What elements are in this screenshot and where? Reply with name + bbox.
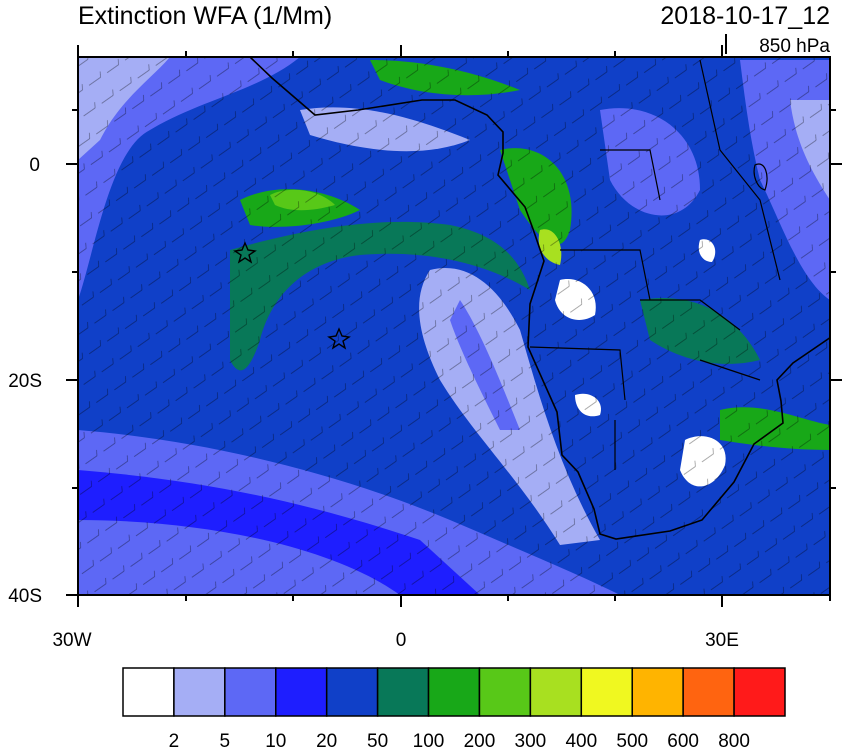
title: Extinction WFA (1/Mm) [78, 2, 332, 30]
datetime: 2018-10-17_12 [660, 2, 830, 30]
colorbar-label: 100 [413, 731, 445, 750]
map-frame [77, 56, 831, 596]
y-tick-label: 20S [8, 371, 42, 392]
colorbar-box [478, 667, 532, 717]
colorbar-label: 2 [169, 731, 180, 750]
colorbar-label: 300 [515, 731, 547, 750]
colorbar-box [275, 667, 328, 717]
colorbar-label: 5 [220, 731, 231, 750]
colorbar-box [173, 667, 226, 717]
colorbar-box [580, 667, 633, 717]
colorbar-box [733, 667, 786, 717]
colorbar-box [224, 667, 277, 717]
colorbar-box [682, 667, 735, 717]
colorbar-label: 400 [565, 731, 597, 750]
colorbar-label: 10 [265, 731, 286, 750]
y-tick-label: 0 [29, 155, 40, 176]
x-tick-label: 30W [52, 630, 91, 651]
colorbar-box [122, 667, 175, 717]
colorbar-box [529, 667, 583, 717]
colorbar-label: 50 [367, 731, 388, 750]
map [78, 57, 830, 595]
colorbar-label: 20 [316, 731, 337, 750]
x-tick-label: 30E [705, 630, 739, 651]
colorbar-label: 200 [464, 731, 496, 750]
colorbar: 2 5 10 20 50 100 200 300 400 500 600 800 [122, 667, 786, 750]
level: 850 hPa [759, 36, 830, 57]
x-tick-label: 0 [396, 630, 407, 651]
colorbar-label: 800 [718, 731, 750, 750]
colorbar-box [427, 667, 481, 717]
colorbar-box [631, 667, 684, 717]
colorbar-box [325, 667, 379, 717]
axis-ticks [66, 45, 842, 607]
colorbar-box [376, 667, 430, 717]
colorbar-label: 500 [616, 731, 648, 750]
colorbar-label: 600 [667, 731, 699, 750]
y-tick-label: 40S [8, 586, 42, 607]
